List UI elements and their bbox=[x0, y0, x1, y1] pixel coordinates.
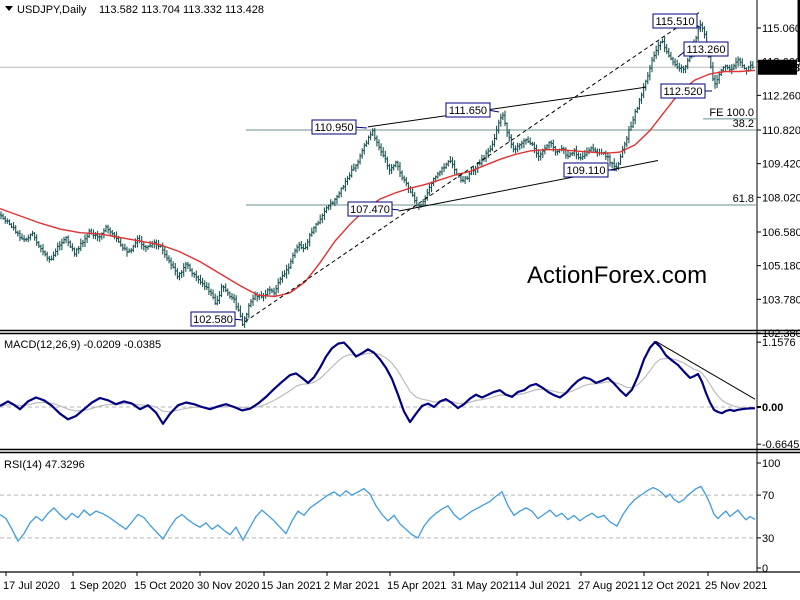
price-axis-label: 115.060 bbox=[762, 23, 800, 35]
current-price-box bbox=[758, 59, 797, 75]
price-annotation-box[interactable] bbox=[660, 83, 706, 99]
macd-signal-line bbox=[0, 352, 756, 413]
dashed-trendline[interactable] bbox=[244, 12, 700, 323]
date-axis-label[interactable]: 30 Nov 2020 bbox=[197, 580, 259, 592]
price-axis-label: 110.820 bbox=[762, 125, 800, 137]
price-annotation-box[interactable] bbox=[563, 162, 609, 178]
rsi-axis-label: 0 bbox=[762, 563, 768, 575]
price-axis-label: 109.420 bbox=[762, 159, 800, 171]
date-axis-label[interactable]: 31 May 2021 bbox=[451, 580, 515, 592]
price-annotation-label: 115.510 bbox=[656, 16, 695, 28]
price-annotation-label: 109.110 bbox=[567, 165, 606, 177]
price-annotation-box[interactable] bbox=[347, 201, 393, 217]
price-axis-label: 112.260 bbox=[762, 90, 800, 102]
ma-line[interactable] bbox=[0, 69, 756, 298]
price-axis-label: 108.020 bbox=[762, 192, 800, 204]
price-annotation-box[interactable] bbox=[445, 102, 491, 118]
channel-trendline[interactable] bbox=[367, 86, 647, 128]
macd-axis-label: 0.00 bbox=[762, 402, 783, 414]
date-axis-label[interactable]: 27 Aug 2021 bbox=[578, 580, 640, 592]
date-axis-label[interactable]: 14 Jul 2021 bbox=[514, 580, 571, 592]
price-annotation-label: 111.650 bbox=[449, 105, 487, 117]
chart-period-dropdown-icon[interactable] bbox=[5, 6, 13, 11]
price-axis-label: 106.580 bbox=[762, 227, 800, 239]
fib-level-label: 61.8 bbox=[733, 193, 754, 205]
price-axis-label: 103.780 bbox=[762, 294, 800, 306]
price-annotation-label: 107.470 bbox=[350, 204, 390, 216]
macd-axis-label: -0.6645 bbox=[762, 439, 799, 451]
price-axis-label: 105.180 bbox=[762, 261, 800, 273]
price-annotation-label: 110.950 bbox=[315, 122, 354, 134]
rsi-axis-label: 70 bbox=[762, 490, 774, 502]
price-annotation-box[interactable] bbox=[311, 119, 357, 135]
price-annotation-label: 113.260 bbox=[687, 44, 726, 56]
chart-title-symbol: USDJPY,Daily bbox=[17, 4, 87, 16]
watermark: ActionForex.com bbox=[527, 262, 707, 289]
current-price-label: 113.428 bbox=[761, 62, 800, 74]
date-axis-label[interactable]: 2 Mar 2021 bbox=[324, 580, 380, 592]
date-axis-label[interactable]: 1 Sep 2020 bbox=[70, 580, 126, 592]
macd-label: MACD(12,26,9) -0.0209 -0.0385 bbox=[4, 339, 161, 351]
date-axis-label[interactable]: 15 Jan 2021 bbox=[261, 580, 322, 592]
window-edge bbox=[797, 0, 800, 62]
fib-level-label: 38.2 bbox=[733, 118, 754, 130]
price-annotation-box[interactable] bbox=[683, 41, 729, 57]
macd-trendline[interactable] bbox=[655, 341, 756, 400]
price-annotation-label: 112.520 bbox=[664, 86, 703, 98]
price-annotation-box[interactable] bbox=[652, 13, 698, 29]
date-axis-label[interactable]: 15 Oct 2020 bbox=[134, 580, 194, 592]
price-annotation-box[interactable] bbox=[190, 311, 236, 327]
fib-level-label: FE 100.0 bbox=[709, 107, 754, 119]
rsi-line bbox=[0, 485, 756, 543]
macd-main-line bbox=[0, 340, 756, 425]
chart-title-ohlc: 113.582 113.704 113.332 113.428 bbox=[99, 4, 264, 16]
date-axis-label[interactable]: 17 Jul 2020 bbox=[3, 580, 60, 592]
date-axis-label[interactable]: 25 Nov 2021 bbox=[705, 580, 767, 592]
rsi-label: RSI(14) 47.3296 bbox=[4, 459, 85, 471]
date-axis-label[interactable]: 15 Apr 2021 bbox=[387, 580, 446, 592]
rsi-axis-label: 30 bbox=[762, 533, 774, 545]
price-annotation-label: 102.580 bbox=[193, 314, 233, 326]
date-axis-label[interactable]: 12 Oct 2021 bbox=[641, 580, 701, 592]
macd-axis-label: 1.1576 bbox=[762, 337, 796, 349]
annotation-tail bbox=[677, 51, 685, 58]
rsi-axis-label: 100 bbox=[762, 458, 780, 470]
channel-trendline[interactable] bbox=[398, 160, 659, 212]
